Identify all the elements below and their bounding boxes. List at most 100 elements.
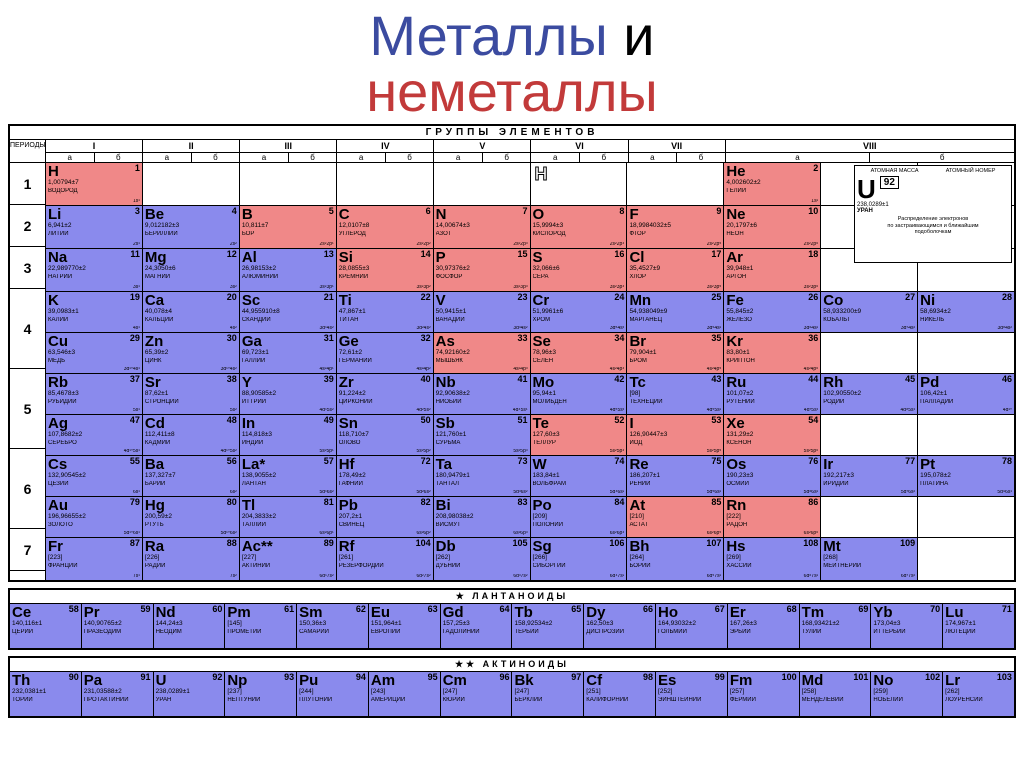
element-Pb: Pb82 207,2±1 СВИНЕЦ 6s²6p² [337, 497, 434, 537]
element-Yb: Yb70 173,04±3 ИТТЕРБИЙ [871, 604, 943, 648]
legend-number: 92 [880, 176, 899, 189]
legend-text-1: Распределение электронов [857, 216, 1009, 223]
element-Os: Os76 190,23±3 ОСМИЙ 5d⁶6s² [724, 456, 821, 496]
element-C: C6 12,0107±8 УГЛЕРОД 2s²2p² [337, 206, 434, 248]
element-Cl: Cl17 35,4527±9 ХЛОР 3s²3p⁵ [627, 249, 724, 291]
element-Ho: Ho67 164,93032±2 ГОЛЬМИЙ [656, 604, 728, 648]
period-label-4: 4 [10, 289, 45, 369]
element-Bh: Bh107 [264] БОРИЙ 6d⁵7s² [627, 538, 724, 580]
empty-cell [627, 163, 724, 205]
element-Cf: Cf98 [251] КАЛИФОРНИЙ [584, 672, 656, 716]
element-Co: Co27 58,933200±9 КОБАЛЬТ 3d⁷4s² [821, 292, 918, 332]
empty-cell [337, 163, 434, 205]
element-He: He2 4,002602±2 ГЕЛИЙ 1s² [724, 163, 821, 205]
element-Fe: Fe26 55,845±2 ЖЕЛЕЗО 3d⁶4s² [724, 292, 821, 332]
groups-title: ГРУППЫ ЭЛЕМЕНТОВ [10, 126, 1014, 140]
element-La: La*57 138,9055±2 ЛАНТАН 5d¹6s² [240, 456, 337, 496]
period-4-subrow-1: K19 39,0983±1 КАЛИЙ 4s¹ Ca20 40,078±4 КА… [46, 292, 1014, 333]
element-Si: Si14 28,0855±3 КРЕМНИЙ 3s²3p² [337, 249, 434, 291]
empty-cell [143, 163, 240, 205]
group-headers-row: ПЕРИОДЫ IабIIабIIIабIVабVабVIабVIIабVIII… [10, 140, 1014, 163]
element-Hf: Hf72 178,49±2 ГАФНИЙ 5d²6s² [337, 456, 434, 496]
group-header-VII: VIIаб [629, 140, 726, 162]
lanthanides-label: ★ ЛАНТАНОИДЫ [10, 590, 1014, 604]
element-Ce: Ce58 140,116±1 ЦЕРИЙ [10, 604, 82, 648]
period-5-subrow-2: Ag47 107,8682±2 СЕРЕБРО 4d¹⁰5s¹ Cd48 112… [46, 415, 1014, 456]
period-label-2: 2 [10, 205, 45, 247]
empty-cell [821, 415, 918, 455]
element-Ar: Ar18 39,948±1 АРГОН 3s²3p⁶ [724, 249, 821, 291]
element-U: U92 238,0289±1 УРАН [154, 672, 226, 716]
element-Zr: Zr40 91,224±2 ЦИРКОНИЙ 4d²5s² [337, 374, 434, 414]
element-Md: Md101 [258] МЕНДЕЛЕВИЙ [800, 672, 872, 716]
legend-symbol: U [857, 176, 876, 202]
group-header-II: IIаб [143, 140, 240, 162]
element-Pd: Pd46 106,42±1 ПАЛЛАДИЙ 4d¹⁰ [918, 374, 1014, 414]
element-Cm: Cm96 [247] КЮРИЙ [441, 672, 513, 716]
element-Br: Br35 79,904±1 БРОМ 4s²4p⁵ [627, 333, 724, 373]
element-Xe: Xe54 131,29±2 КСЕНОН 5s²5p⁶ [724, 415, 821, 455]
element-Cd: Cd48 112,411±8 КАДМИЙ 4d¹⁰5s² [143, 415, 240, 455]
element-Es: Es99 [252] ЭЙНШТЕЙНИЙ [656, 672, 728, 716]
element-Ti: Ti22 47,867±1 ТИТАН 3d²4s² [337, 292, 434, 332]
legend-name: УРАН [857, 208, 1009, 214]
element-Tc: Tc43 [98] ТЕХНЕЦИЙ 4d⁵5s² [627, 374, 724, 414]
element-Cr: Cr24 51,9961±6 ХРОМ 3d⁵4s¹ [531, 292, 628, 332]
element-Er: Er68 167,26±3 ЭРБИЙ [728, 604, 800, 648]
legend-text-3: подоболочкам [857, 229, 1009, 236]
element-Tb: Tb65 158,92534±2 ТЕРБИЙ [512, 604, 584, 648]
empty-cell [434, 163, 531, 205]
period-label-1: 1 [10, 163, 45, 205]
element-Ag: Ag47 107,8682±2 СЕРЕБРО 4d¹⁰5s¹ [46, 415, 143, 455]
period-column-header: ПЕРИОДЫ [10, 140, 46, 162]
actinides-label: ★★ АКТИНОИДЫ [10, 658, 1014, 672]
element-Tm: Tm69 168,93421±2 ТУЛИЙ [800, 604, 872, 648]
element-Y: Y39 88,90585±2 ИТТРИЙ 4d¹5s² [240, 374, 337, 414]
element-Fm: Fm100 [257] ФЕРМИЙ [728, 672, 800, 716]
element-Ba: Ba56 137,327±7 БАРИЙ 6s² [143, 456, 240, 496]
element-Au: Au79 196,96655±2 ЗОЛОТО 5d¹⁰6s¹ [46, 497, 143, 537]
element-Np: Np93 [237] НЕПТУНИЙ [225, 672, 297, 716]
element-Th: Th90 232,0381±1 ТОРИЙ [10, 672, 82, 716]
empty-cell [918, 497, 1014, 537]
element-Pt: Pt78 195,078±2 ПЛАТИНА 5d⁹6s¹ [918, 456, 1014, 496]
period-4-subrow-2: Cu29 63,546±3 МЕДЬ 3d¹⁰4s¹ Zn30 65,39±2 … [46, 333, 1014, 374]
element-Sn: Sn50 118,710±7 ОЛОВО 5s²5p² [337, 415, 434, 455]
element-V: V23 50,9415±1 ВАНАДИЙ 3d³4s² [434, 292, 531, 332]
element-B: B5 10,811±7 БОР 2s²2p¹ [240, 206, 337, 248]
element-Po: Po84 [209] ПОЛОНИЙ 6s²6p⁴ [531, 497, 628, 537]
element-Ac: Ac**89 [227] АКТИНИЙ 6d¹7s² [240, 538, 337, 580]
element-Ne: Ne10 20,1797±6 НЕОН 2s²2p⁶ [724, 206, 821, 248]
legend-box: АТОМНАЯ МАССА АТОМНЫЙ НОМЕР U 92 238,028… [854, 165, 1012, 263]
group-header-IV: IVаб [337, 140, 434, 162]
element-P: P15 30,97376±2 ФОСФОР 3s²3p³ [434, 249, 531, 291]
element-At: At85 [210] АСТАТ 6s²6p⁵ [627, 497, 724, 537]
element-Sc: Sc21 44,955910±8 СКАНДИЙ 3d¹4s² [240, 292, 337, 332]
legend-num-label: АТОМНЫЙ НОМЕР [946, 168, 996, 174]
element-Pm: Pm61 [145] ПРОМЕТИЙ [225, 604, 297, 648]
legend-text-2: по застраивающимся и ближайшим [857, 223, 1009, 230]
period-6-subrow-1: Cs55 132,90545±2 ЦЕЗИЙ 6s¹ Ba56 137,327±… [46, 456, 1014, 497]
empty-cell: H [531, 163, 628, 205]
element-Gd: Gd64 157,25±3 ГАДОЛИНИЙ [441, 604, 513, 648]
element-K: K19 39,0983±1 КАЛИЙ 4s¹ [46, 292, 143, 332]
period-label-6: 6 [10, 449, 45, 529]
elements-grid: АТОМНАЯ МАССА АТОМНЫЙ НОМЕР U 92 238,028… [46, 163, 1014, 580]
period-6-subrow-2: Au79 196,96655±2 ЗОЛОТО 5d¹⁰6s¹ Hg80 200… [46, 497, 1014, 538]
element-Se: Se34 78,96±3 СЕЛЕН 4s²4p⁴ [531, 333, 628, 373]
element-Ra: Ra88 [226] РАДИЙ 7s² [143, 538, 240, 580]
element-W: W74 183,84±1 ВОЛЬФРАМ 5d⁴6s² [531, 456, 628, 496]
element-Be: Be4 9,012182±3 БЕРИЛЛИЙ 2s² [143, 206, 240, 248]
element-N: N7 14,00674±3 АЗОТ 2s²2p³ [434, 206, 531, 248]
element-Pu: Pu94 [244] ПЛУТОНИЙ [297, 672, 369, 716]
element-S: S16 32,066±6 СЕРА 3s²3p⁴ [531, 249, 628, 291]
element-Cu: Cu29 63,546±3 МЕДЬ 3d¹⁰4s¹ [46, 333, 143, 373]
group-header-VIII: VIIIаб [726, 140, 1014, 162]
element-O: O8 15,9994±3 КИСЛОРОД 2s²2p⁴ [531, 206, 628, 248]
element-Fr: Fr87 [223] ФРАНЦИЙ 7s¹ [46, 538, 143, 580]
title-line-2: неметаллы [8, 64, 1016, 120]
element-Eu: Eu63 151,964±1 ЕВРОПИЙ [369, 604, 441, 648]
hydrogen-outline-icon: H [535, 164, 548, 185]
group-header-I: Iаб [46, 140, 143, 162]
element-Rb: Rb37 85,4678±3 РУБИДИЙ 5s¹ [46, 374, 143, 414]
